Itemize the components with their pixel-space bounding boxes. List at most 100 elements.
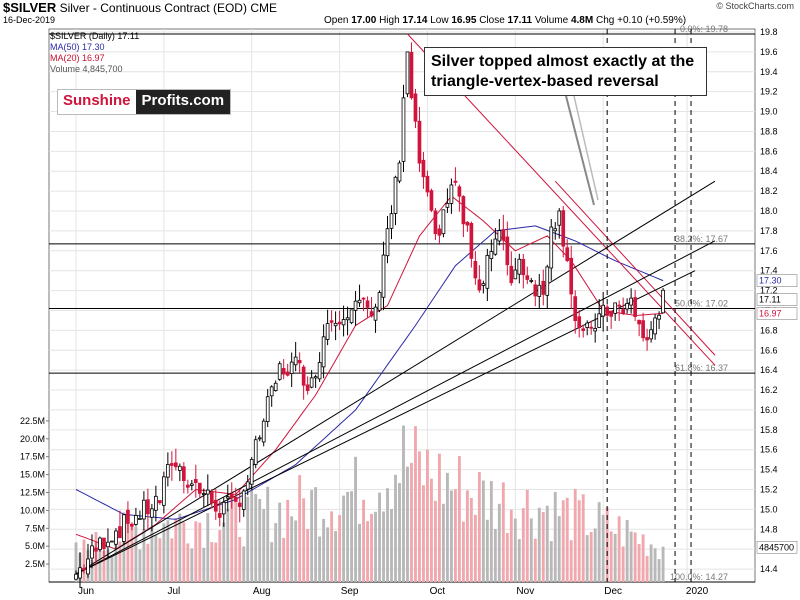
candle-body bbox=[94, 547, 98, 552]
candle-body bbox=[281, 368, 286, 375]
candle-body bbox=[521, 258, 526, 276]
volume-bar bbox=[374, 511, 377, 582]
volume-bar bbox=[198, 522, 202, 582]
annotation-arrow bbox=[565, 95, 595, 206]
price-tick-label: 18.8 bbox=[760, 126, 778, 136]
volume-bar bbox=[342, 495, 346, 582]
candle-body bbox=[166, 464, 170, 478]
candle-body bbox=[265, 396, 270, 423]
volume-bar bbox=[493, 529, 497, 582]
volume-bar bbox=[246, 496, 250, 582]
candle-body bbox=[501, 229, 506, 241]
candle-body bbox=[313, 376, 318, 379]
candle-body bbox=[146, 499, 150, 515]
change-label: Chg bbox=[595, 15, 615, 26]
exchange-label: CME bbox=[250, 1, 277, 15]
volume-bar bbox=[230, 491, 234, 582]
volume-bar bbox=[266, 486, 270, 582]
candle-body bbox=[261, 420, 266, 443]
volume-bar bbox=[310, 490, 314, 582]
chart-legend: $SILVER (Daily) 17.11 MA(50) 17.30 MA(20… bbox=[50, 31, 139, 75]
brand-part2: Profits.com bbox=[135, 90, 231, 114]
candle-body bbox=[138, 518, 142, 520]
volume-bar bbox=[549, 541, 553, 582]
fib-level-label: 61.8%: 16.37 bbox=[675, 363, 728, 373]
candle-body bbox=[457, 186, 462, 197]
support-line bbox=[75, 270, 696, 575]
candle-body bbox=[110, 540, 114, 543]
candle-body bbox=[433, 210, 438, 235]
volume-bar bbox=[110, 555, 114, 582]
volume-bar bbox=[314, 487, 318, 582]
candle-body bbox=[477, 279, 482, 291]
candle-body bbox=[541, 280, 546, 295]
volume-bar bbox=[533, 538, 537, 582]
volume-bar bbox=[182, 522, 186, 582]
volume-bar bbox=[445, 472, 449, 582]
volume-bar bbox=[505, 533, 509, 582]
volume-bar bbox=[130, 524, 134, 582]
volume-bar bbox=[174, 518, 178, 582]
volume-tick-label: 17.5M bbox=[20, 452, 45, 462]
volume-bar bbox=[150, 526, 154, 582]
volume-bar bbox=[437, 453, 441, 582]
volume-bar bbox=[338, 515, 342, 582]
volume-bar bbox=[318, 536, 322, 582]
volume-bar bbox=[525, 489, 529, 582]
volume-bar bbox=[465, 490, 469, 582]
candle-body bbox=[473, 260, 478, 279]
candle-body bbox=[181, 466, 186, 482]
volume-value: 4.8M bbox=[570, 15, 594, 26]
low-label: Low bbox=[430, 15, 449, 26]
volume-bar bbox=[262, 509, 266, 582]
volume-bar bbox=[302, 498, 306, 582]
candle-body bbox=[257, 437, 262, 440]
volume-tick-label: 22.5M bbox=[20, 416, 45, 426]
candle-body bbox=[177, 465, 182, 471]
legend-ma20: MA(20) 16.97 bbox=[50, 53, 105, 63]
volume-bar bbox=[118, 541, 122, 582]
candle-body bbox=[461, 196, 466, 225]
candle-body bbox=[565, 247, 570, 262]
candle-body bbox=[609, 310, 614, 317]
volume-bar bbox=[657, 559, 661, 582]
candle-body bbox=[641, 320, 645, 339]
volume-bar bbox=[386, 488, 389, 582]
candle-body bbox=[345, 317, 350, 321]
price-badge-label: 16.97 bbox=[759, 308, 782, 318]
x-tick-label: Dec bbox=[604, 586, 622, 597]
volume-bar bbox=[350, 491, 354, 582]
candle-body bbox=[369, 311, 374, 317]
volume-bar bbox=[561, 500, 565, 582]
x-tick-label: Nov bbox=[516, 586, 534, 597]
annotation-box: Silver topped almost exactly at the tria… bbox=[424, 47, 707, 96]
candle-body bbox=[114, 530, 118, 545]
candle-body bbox=[221, 501, 226, 515]
price-tick-label: 15.6 bbox=[760, 445, 778, 455]
volume-bar bbox=[158, 538, 162, 582]
volume-bar bbox=[326, 527, 330, 582]
volume-bar bbox=[557, 516, 561, 582]
candle-body bbox=[118, 526, 122, 539]
volume-bar bbox=[222, 522, 226, 582]
candle-body bbox=[601, 304, 606, 317]
volume-tick-label: 2.5M bbox=[25, 559, 45, 569]
volume-bar bbox=[537, 507, 541, 582]
volume-bar bbox=[126, 517, 130, 582]
volume-bar bbox=[306, 529, 310, 582]
volume-bar bbox=[146, 543, 150, 582]
price-tick-label: 16.8 bbox=[760, 325, 778, 335]
price-tick-label: 18.2 bbox=[760, 186, 778, 196]
candle-body bbox=[645, 337, 649, 341]
volume-bar bbox=[82, 539, 86, 582]
candle-body bbox=[613, 302, 617, 314]
volume-bar bbox=[517, 539, 521, 582]
change-value: +0.10 (+0.59%) bbox=[617, 15, 687, 26]
volume-bar bbox=[102, 550, 106, 582]
candle-body bbox=[373, 306, 378, 321]
volume-bar bbox=[565, 497, 569, 582]
candle-body bbox=[525, 275, 530, 280]
volume-bar bbox=[441, 503, 445, 582]
candle-body bbox=[629, 297, 633, 306]
